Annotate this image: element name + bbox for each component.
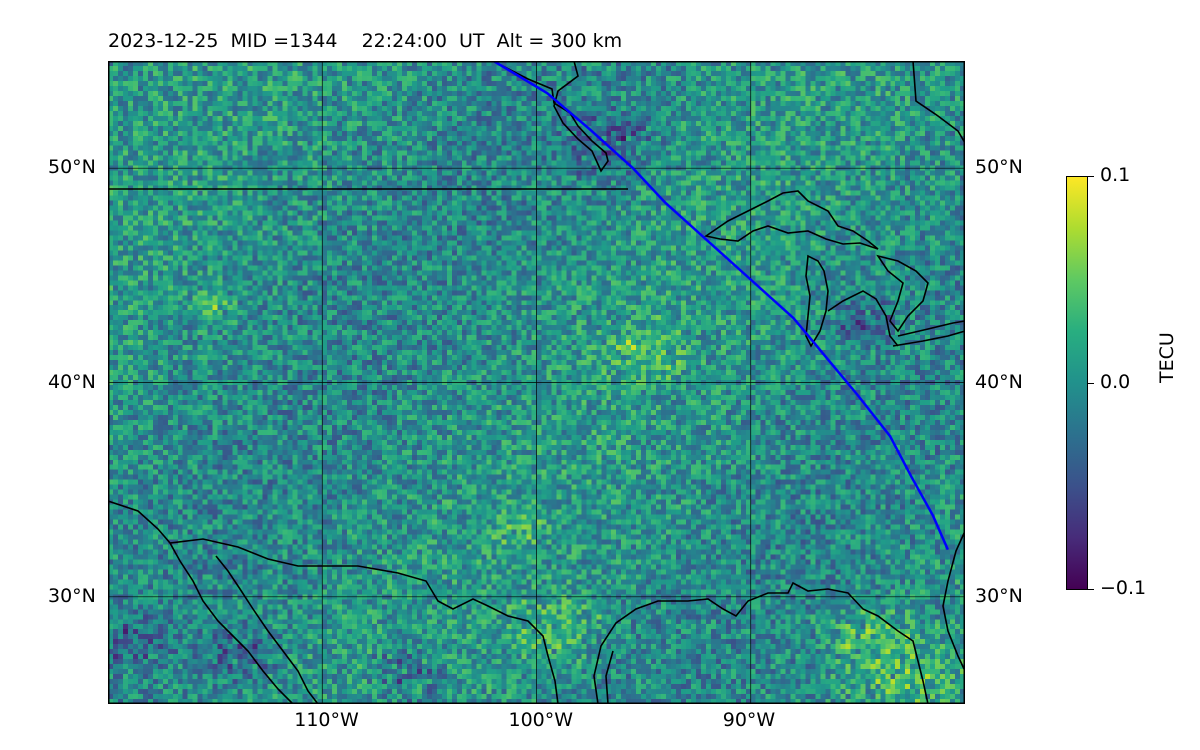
lat-label-right: 40°N (975, 370, 1023, 393)
lat-label-right: 30°N (975, 584, 1023, 607)
colorbar (1066, 176, 1094, 590)
lon-label: 100°W (508, 709, 574, 731)
pacific-coast-baja (108, 500, 294, 704)
colorbar-tick (1088, 589, 1094, 590)
lat-label-left: 30°N (48, 584, 96, 607)
colorbar-tick-label: 0.1 (1100, 164, 1131, 186)
lake-erie (892, 320, 965, 347)
northern-lake-outline (492, 61, 609, 173)
colorbar-tick (1088, 176, 1094, 177)
florida-coast (942, 530, 965, 672)
gulf-coast-inner (605, 650, 614, 704)
michigan-peninsula (827, 290, 899, 347)
colorbar-tick-label: −0.1 (1100, 577, 1147, 599)
lake-huron (876, 254, 929, 333)
map-title: 2023-12-25 MID =1344 22:24:00 UT Alt = 3… (108, 30, 623, 52)
gulf-of-california (215, 555, 319, 704)
satellite-track (493, 61, 950, 551)
lake-superior (704, 190, 879, 250)
colorbar-label: TECU (1156, 332, 1178, 383)
tec-map (108, 61, 965, 704)
colorbar-tick (1088, 382, 1094, 384)
gridlines (108, 61, 965, 704)
lat-label-left: 40°N (48, 370, 96, 393)
lon-label: 90°W (722, 709, 776, 731)
lon-label: 110°W (294, 709, 359, 731)
colorbar-tick-label: 0.0 (1100, 370, 1131, 393)
colorbar-gradient (1066, 176, 1088, 590)
lat-label-right: 50°N (975, 156, 1023, 179)
hudson-bay-shore (912, 61, 965, 144)
lake-michigan (805, 254, 829, 348)
lat-label-left: 50°N (48, 156, 96, 179)
us-mexico-border (169, 538, 559, 704)
map-overlay (108, 61, 965, 704)
gulf-coast (593, 581, 929, 704)
map-frame (108, 61, 965, 704)
